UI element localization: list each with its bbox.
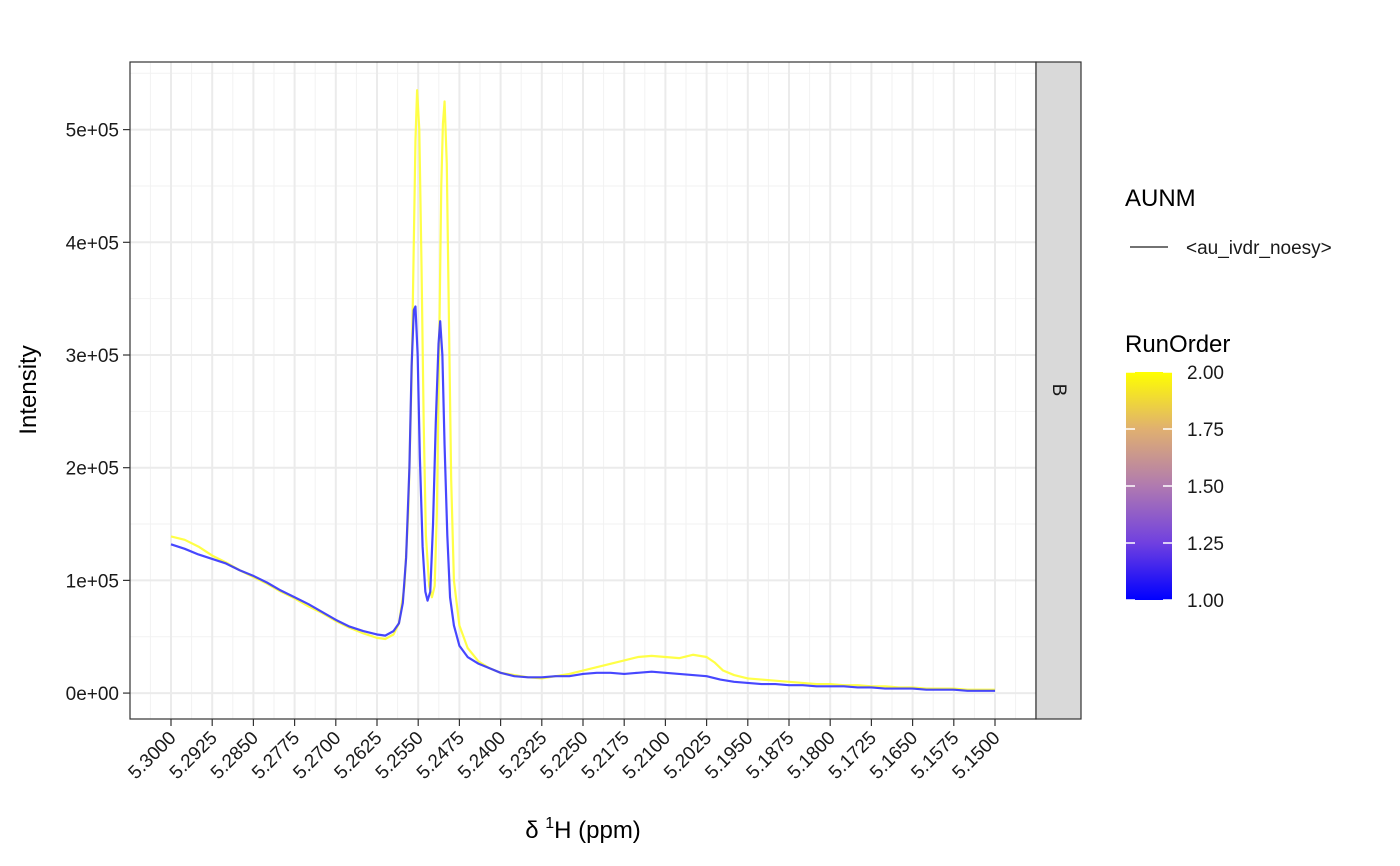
colorbar-tick-label: 1.25 (1187, 534, 1224, 555)
series-line-runorder-2 (170, 89, 995, 691)
x-axis-title-delta: δ (525, 817, 545, 844)
y-tick-label: 5e+05 (66, 121, 119, 142)
colorbar-tick-label: 2.00 (1187, 363, 1224, 384)
colorbar-ticks: 2.00 1.75 1.50 1.25 1.00 (1126, 363, 1224, 612)
y-tick-label: 4e+05 (66, 233, 119, 254)
x-axis: 5.30005.29255.28505.27755.27005.26255.25… (125, 719, 1005, 784)
colorbar-tick-label: 1.00 (1187, 591, 1224, 612)
x-axis-title-superscript: 1 (545, 815, 554, 832)
series-layer (170, 89, 995, 692)
colorbar-tick-label: 1.75 (1187, 420, 1224, 441)
y-tick-label: 0e+00 (66, 684, 119, 705)
y-axis: 0e+00 1e+05 2e+05 3e+05 4e+05 5e+05 (66, 121, 130, 705)
y-tick-label: 1e+05 (66, 571, 119, 592)
y-axis-title: Intensity (15, 345, 42, 434)
x-axis-title-tail: H (ppm) (554, 817, 641, 844)
x-axis-title: δ 1H (ppm) (525, 815, 641, 844)
legend-runorder-title: RunOrder (1125, 331, 1230, 358)
legend-aunm-title: AUNM (1125, 185, 1196, 212)
series-line-runorder-1 (170, 305, 995, 692)
y-tick-label: 3e+05 (66, 346, 119, 367)
major-grid (130, 62, 1036, 719)
facet-strip-label: B (1048, 384, 1069, 397)
colorbar-tick-label: 1.50 (1187, 477, 1224, 498)
facet-strip (1035, 61, 1082, 720)
legend-aunm-item-label: <au_ivdr_noesy> (1186, 238, 1332, 259)
y-tick-label: 2e+05 (66, 459, 119, 480)
x-tick-label: 5.1500 (949, 728, 1005, 784)
